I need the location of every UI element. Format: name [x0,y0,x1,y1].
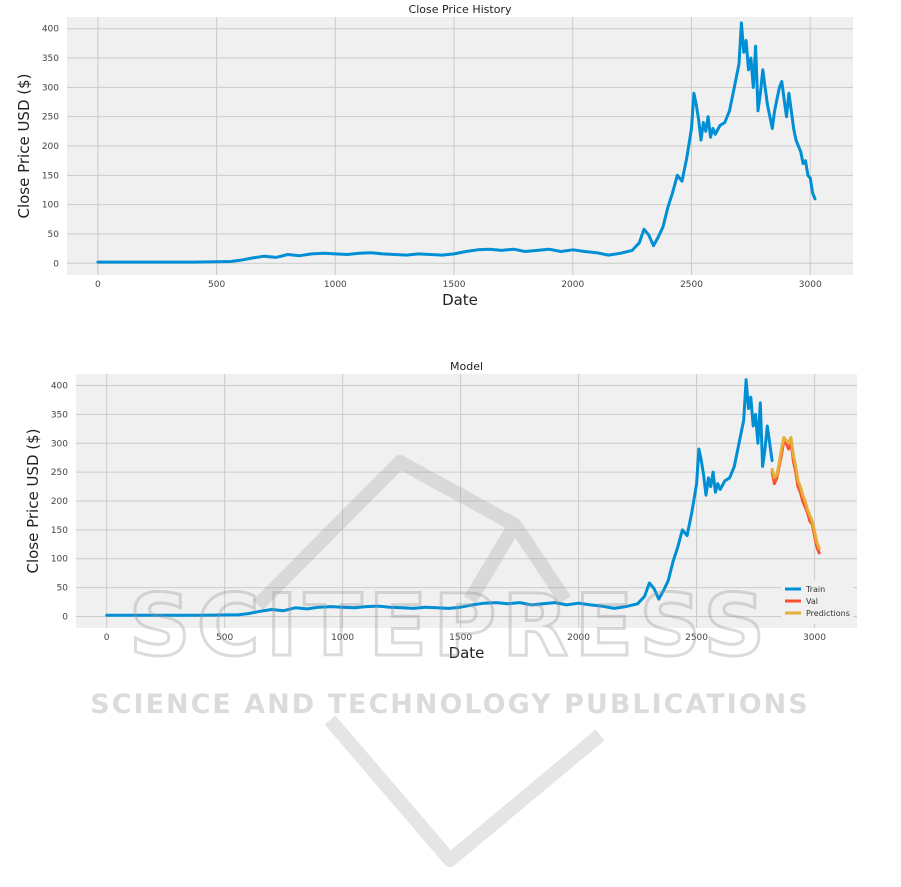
legend-entry: Train [805,585,825,594]
x-axis-label: Date [449,644,485,662]
model-chart: 0 500 1000 1500 2000 2500 3000 0 50 100 150 200 250 3… [24,360,857,662]
x-tick-label: 2000 [567,633,590,643]
x-tick-label: 500 [208,280,225,290]
x-tick-label: 2500 [680,280,703,290]
y-tick-label: 250 [42,113,59,123]
y-tick-label: 0 [53,259,59,269]
x-tick-label: 1500 [449,633,472,643]
y-tick-label: 200 [42,142,59,152]
chart-title: Close Price History [409,3,512,16]
chart-title: Model [450,360,483,373]
y-tick-label: 350 [51,410,68,420]
close-price-history-chart: 0 500 1000 1500 2000 2500 3000 0 50 100 150 200 250 3… [15,3,853,309]
x-tick-label: 3000 [803,633,826,643]
price-series-line [96,21,817,264]
y-tick-label: 50 [48,230,60,240]
y-tick-label: 350 [42,54,59,64]
y-tick-label: 300 [42,83,59,93]
y-tick-label: 100 [51,555,68,565]
legend-entry: Predictions [806,609,850,618]
x-tick-label: 3000 [799,280,822,290]
x-tick-label: 500 [216,633,233,643]
x-tick-label: 2000 [561,280,584,290]
y-tick-label: 0 [62,612,68,622]
y-tick-label: 250 [51,468,68,478]
y-axis-label: Close Price USD ($) [24,428,42,573]
y-tick-label: 150 [42,171,59,181]
x-tick-label: 1000 [324,280,347,290]
x-tick-label: 2500 [685,633,708,643]
y-tick-label: 50 [57,584,69,594]
y-axis-label: Close Price USD ($) [15,73,33,218]
x-tick-label: 1000 [331,633,354,643]
legend: Train Val Predictions [781,580,853,624]
y-tick-label: 150 [51,526,68,536]
predictions-series-line [770,436,821,550]
x-tick-label: 1500 [443,280,466,290]
x-axis-label: Date [442,291,478,309]
y-tick-label: 400 [51,382,68,392]
y-tick-label: 400 [42,25,59,35]
y-tick-label: 100 [42,201,59,211]
x-tick-label: 0 [95,280,101,290]
x-tick-label: 0 [104,633,110,643]
y-tick-label: 300 [51,439,68,449]
y-tick-label: 200 [51,497,68,507]
legend-entry: Val [806,597,818,606]
train-series-line [105,378,774,617]
